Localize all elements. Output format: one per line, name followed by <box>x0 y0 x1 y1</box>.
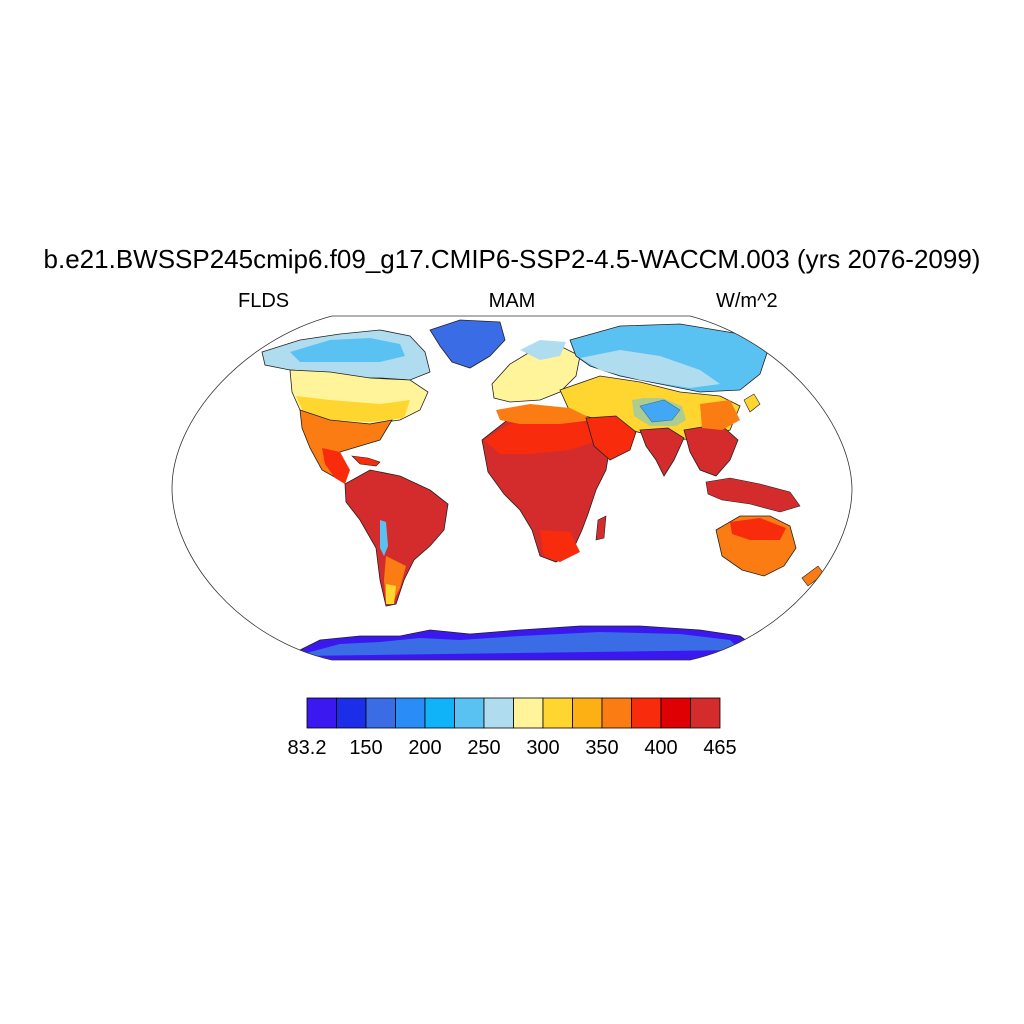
arabia <box>585 415 637 461</box>
continents <box>261 319 825 660</box>
north-africa <box>484 418 600 454</box>
colorbar-tick-label: 300 <box>526 737 559 759</box>
europe <box>491 345 581 403</box>
antarctica-coast <box>300 632 740 656</box>
colorbar-swatch <box>424 697 455 729</box>
colorbar-tick-label: 83.2 <box>288 737 327 759</box>
north-australia <box>730 518 786 540</box>
japan <box>743 393 761 413</box>
maritime-continent <box>705 477 801 513</box>
north-america-arctic-blue <box>290 338 405 362</box>
caribbean <box>351 455 381 467</box>
colorbar-tick-label: 350 <box>585 737 618 759</box>
madagascar <box>595 515 607 541</box>
variable-label: FLDS <box>238 290 290 312</box>
colorbar-swatch <box>542 697 573 729</box>
colorbar-tick-label: 150 <box>349 737 382 759</box>
patagonia <box>386 584 396 604</box>
colorbar-swatch <box>454 697 485 729</box>
colorbar-swatch <box>690 697 721 729</box>
colorbar-tick-label: 250 <box>467 737 500 759</box>
colorbar-swatch <box>483 697 514 729</box>
colorbar-swatch <box>572 697 603 729</box>
colorbar-swatch <box>306 697 337 729</box>
central-america <box>322 448 350 484</box>
colorbar-tick-label: 465 <box>703 737 736 759</box>
season-label: MAM <box>488 290 536 312</box>
india <box>639 427 685 477</box>
globe-outline <box>171 315 853 661</box>
plot-title: b.e21.BWSSP245cmip6.f09_g17.CMIP6-SSP2-4… <box>43 244 981 274</box>
scandinavia <box>520 340 566 360</box>
colorbar-swatch <box>395 697 426 729</box>
colorbar-swatch <box>513 697 544 729</box>
units-label: W/m^2 <box>716 290 778 312</box>
south-america <box>344 469 449 607</box>
colorbar-tick-label: 400 <box>644 737 677 759</box>
colorbar-tick-label: 200 <box>408 737 441 759</box>
southern-africa <box>540 530 580 562</box>
tibet-light <box>632 398 686 426</box>
sahara-top <box>496 404 594 424</box>
colorbar-swatch <box>631 697 662 729</box>
east-asia <box>700 400 740 430</box>
greenland <box>429 319 506 369</box>
siberia <box>569 323 769 393</box>
colorbar-swatch <box>660 697 691 729</box>
siberia-light <box>580 350 720 388</box>
colorbar-swatch <box>601 697 632 729</box>
north-america-yellow <box>296 396 410 422</box>
colorbar-swatch <box>336 697 367 729</box>
colorbar-swatch <box>365 697 396 729</box>
andes <box>380 520 388 556</box>
